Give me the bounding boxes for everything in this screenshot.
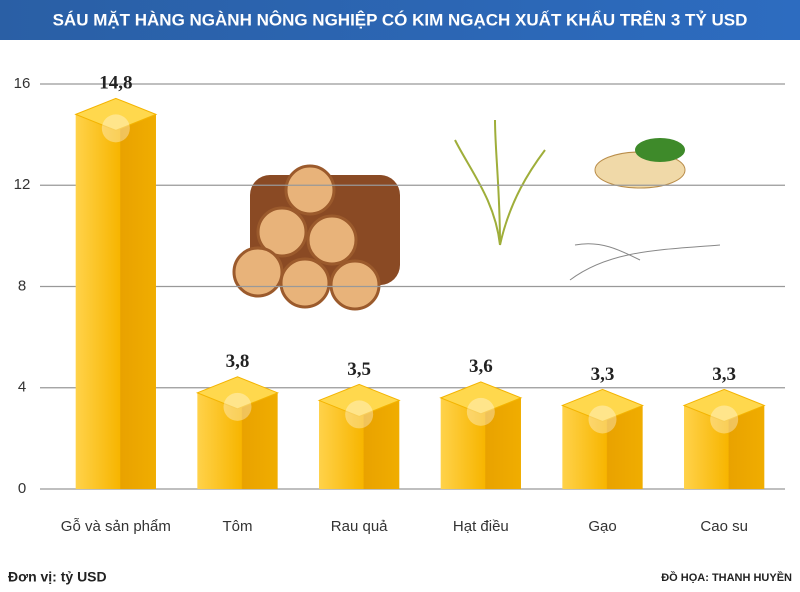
x-tick-label: Tôm — [223, 518, 253, 535]
bar-top — [195, 376, 280, 410]
value-label: 14,8 — [99, 73, 132, 94]
unit-note: Đơn vị: tỷ USD — [8, 569, 107, 585]
x-tick-label: Hạt điều — [453, 518, 509, 535]
bar-highlight — [345, 400, 374, 429]
bar-highlight — [710, 405, 739, 434]
x-tick-label: Rau quả — [331, 518, 388, 535]
value-label: 3,5 — [347, 359, 371, 380]
x-tick-label: Gỗ và sản phẩm — [61, 518, 171, 535]
y-tick-label: 0 — [18, 480, 26, 497]
value-label: 3,3 — [712, 364, 736, 385]
illustration-logs — [232, 164, 400, 311]
value-label: 3,3 — [591, 364, 615, 385]
bar-top — [439, 381, 523, 415]
illustration-cashew — [594, 138, 686, 189]
credit: ĐỒ HỌA: THANH HUYỀN — [661, 571, 792, 584]
y-tick-label: 12 — [14, 176, 31, 193]
illustration-rice — [454, 119, 546, 246]
value-label: 3,6 — [469, 356, 493, 377]
title-band — [0, 0, 800, 40]
value-label: 3,8 — [226, 351, 250, 372]
bar-highlight — [466, 397, 495, 426]
chart-title: SÁU MẶT HÀNG NGÀNH NÔNG NGHIỆP CÓ KIM NG… — [53, 10, 748, 29]
bar-top — [682, 388, 766, 423]
x-tick-label: Cao su — [700, 518, 748, 535]
y-tick-label: 4 — [18, 379, 26, 396]
x-tick-label: Gạo — [588, 518, 616, 535]
bar — [75, 114, 156, 489]
y-tick-label: 16 — [14, 75, 31, 92]
bar-highlight — [101, 114, 130, 143]
y-tick-label: 8 — [18, 277, 26, 294]
bar-top — [74, 97, 158, 131]
bar-highlight — [588, 405, 617, 434]
bar-highlight — [223, 392, 252, 421]
bar-top — [317, 383, 401, 417]
illustration-lobster — [569, 243, 721, 281]
bar-top — [560, 388, 645, 423]
